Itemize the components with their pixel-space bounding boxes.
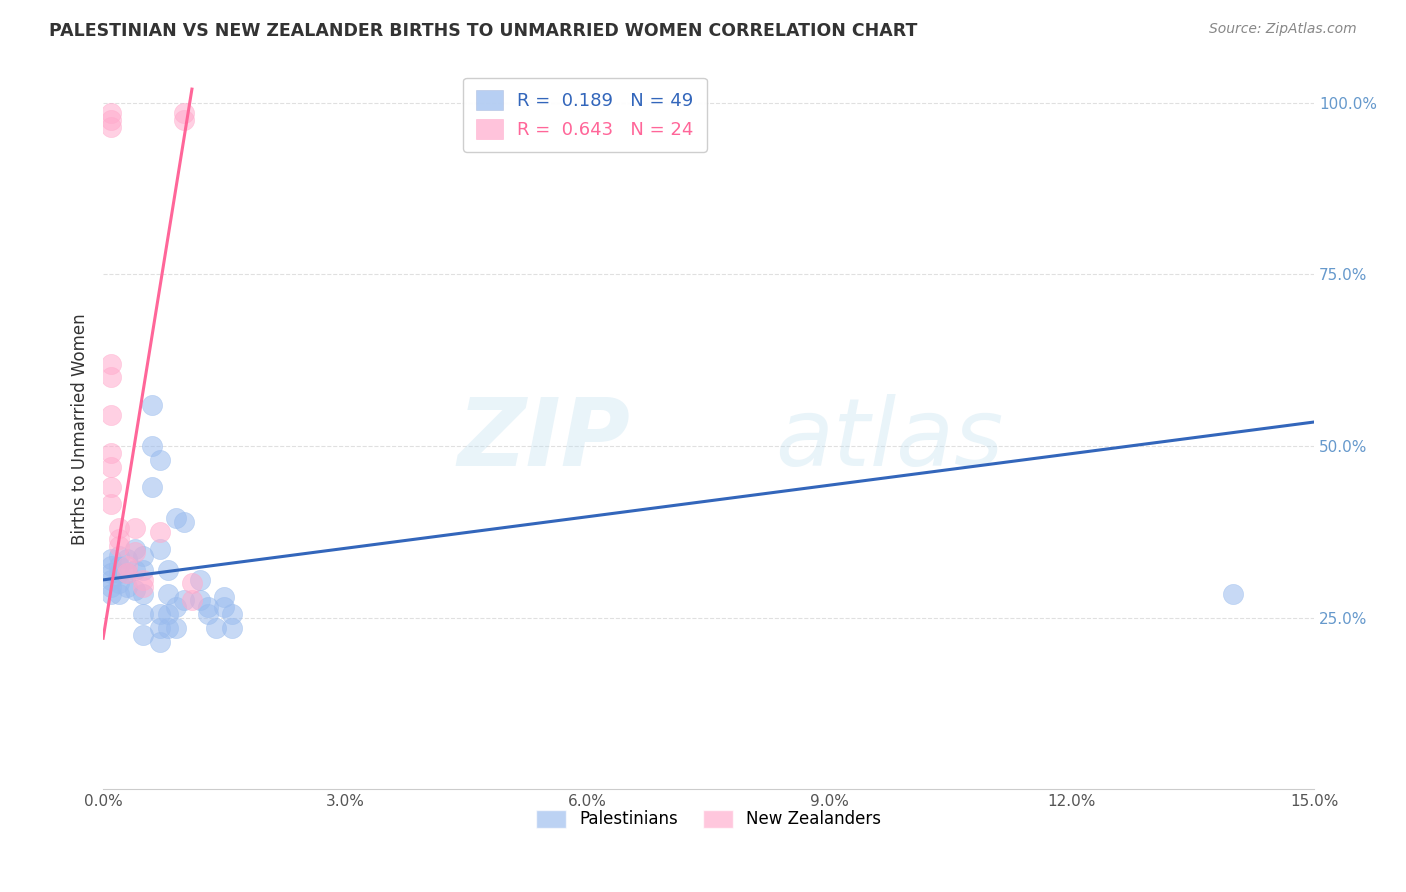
Point bbox=[100, 480, 122, 494]
Point bbox=[100, 106, 122, 120]
Point bbox=[124, 563, 146, 577]
Point bbox=[173, 106, 195, 120]
Point bbox=[156, 621, 179, 635]
Point bbox=[221, 621, 243, 635]
Point bbox=[117, 559, 139, 574]
Y-axis label: Births to Unmarried Women: Births to Unmarried Women bbox=[72, 313, 89, 545]
Text: atlas: atlas bbox=[775, 394, 1004, 485]
Point bbox=[108, 586, 131, 600]
Point bbox=[165, 511, 187, 525]
Point bbox=[124, 541, 146, 556]
Point bbox=[132, 563, 155, 577]
Point bbox=[100, 446, 122, 460]
Point bbox=[100, 120, 122, 134]
Text: PALESTINIAN VS NEW ZEALANDER BIRTHS TO UNMARRIED WOMEN CORRELATION CHART: PALESTINIAN VS NEW ZEALANDER BIRTHS TO U… bbox=[49, 22, 918, 40]
Point bbox=[108, 532, 131, 546]
Point bbox=[188, 573, 211, 587]
Point bbox=[117, 580, 139, 594]
Point bbox=[205, 621, 228, 635]
Point bbox=[156, 586, 179, 600]
Text: ZIP: ZIP bbox=[457, 393, 630, 485]
Point bbox=[1222, 586, 1244, 600]
Point bbox=[149, 607, 172, 622]
Point bbox=[197, 600, 219, 615]
Point bbox=[141, 398, 163, 412]
Point bbox=[100, 552, 122, 566]
Point bbox=[100, 357, 122, 371]
Legend: Palestinians, New Zealanders: Palestinians, New Zealanders bbox=[529, 803, 889, 835]
Point bbox=[100, 586, 122, 600]
Point bbox=[132, 549, 155, 563]
Point bbox=[124, 583, 146, 598]
Point bbox=[149, 621, 172, 635]
Point bbox=[197, 607, 219, 622]
Point bbox=[141, 480, 163, 494]
Point bbox=[100, 559, 122, 574]
Point bbox=[100, 580, 122, 594]
Point bbox=[132, 573, 155, 587]
Point bbox=[173, 593, 195, 607]
Point bbox=[181, 576, 204, 591]
Point bbox=[165, 621, 187, 635]
Point bbox=[108, 521, 131, 535]
Point bbox=[100, 497, 122, 511]
Point bbox=[117, 566, 139, 580]
Point bbox=[100, 408, 122, 422]
Point bbox=[100, 370, 122, 384]
Point bbox=[132, 580, 155, 594]
Point bbox=[132, 628, 155, 642]
Point bbox=[212, 590, 235, 604]
Point bbox=[100, 113, 122, 128]
Point bbox=[100, 566, 122, 580]
Point bbox=[108, 539, 131, 553]
Point bbox=[100, 459, 122, 474]
Point bbox=[156, 607, 179, 622]
Point bbox=[188, 593, 211, 607]
Point bbox=[212, 600, 235, 615]
Point bbox=[173, 113, 195, 128]
Point bbox=[100, 573, 122, 587]
Point bbox=[132, 586, 155, 600]
Point bbox=[149, 452, 172, 467]
Point bbox=[141, 439, 163, 453]
Point bbox=[149, 634, 172, 648]
Point bbox=[108, 576, 131, 591]
Point bbox=[173, 515, 195, 529]
Point bbox=[108, 549, 131, 563]
Point bbox=[124, 521, 146, 535]
Text: Source: ZipAtlas.com: Source: ZipAtlas.com bbox=[1209, 22, 1357, 37]
Point bbox=[108, 566, 131, 580]
Point bbox=[149, 541, 172, 556]
Point bbox=[221, 607, 243, 622]
Point bbox=[117, 552, 139, 566]
Point bbox=[132, 607, 155, 622]
Point bbox=[124, 545, 146, 559]
Point bbox=[156, 563, 179, 577]
Point bbox=[108, 559, 131, 574]
Point bbox=[181, 593, 204, 607]
Point bbox=[165, 600, 187, 615]
Point bbox=[117, 566, 139, 580]
Point bbox=[149, 524, 172, 539]
